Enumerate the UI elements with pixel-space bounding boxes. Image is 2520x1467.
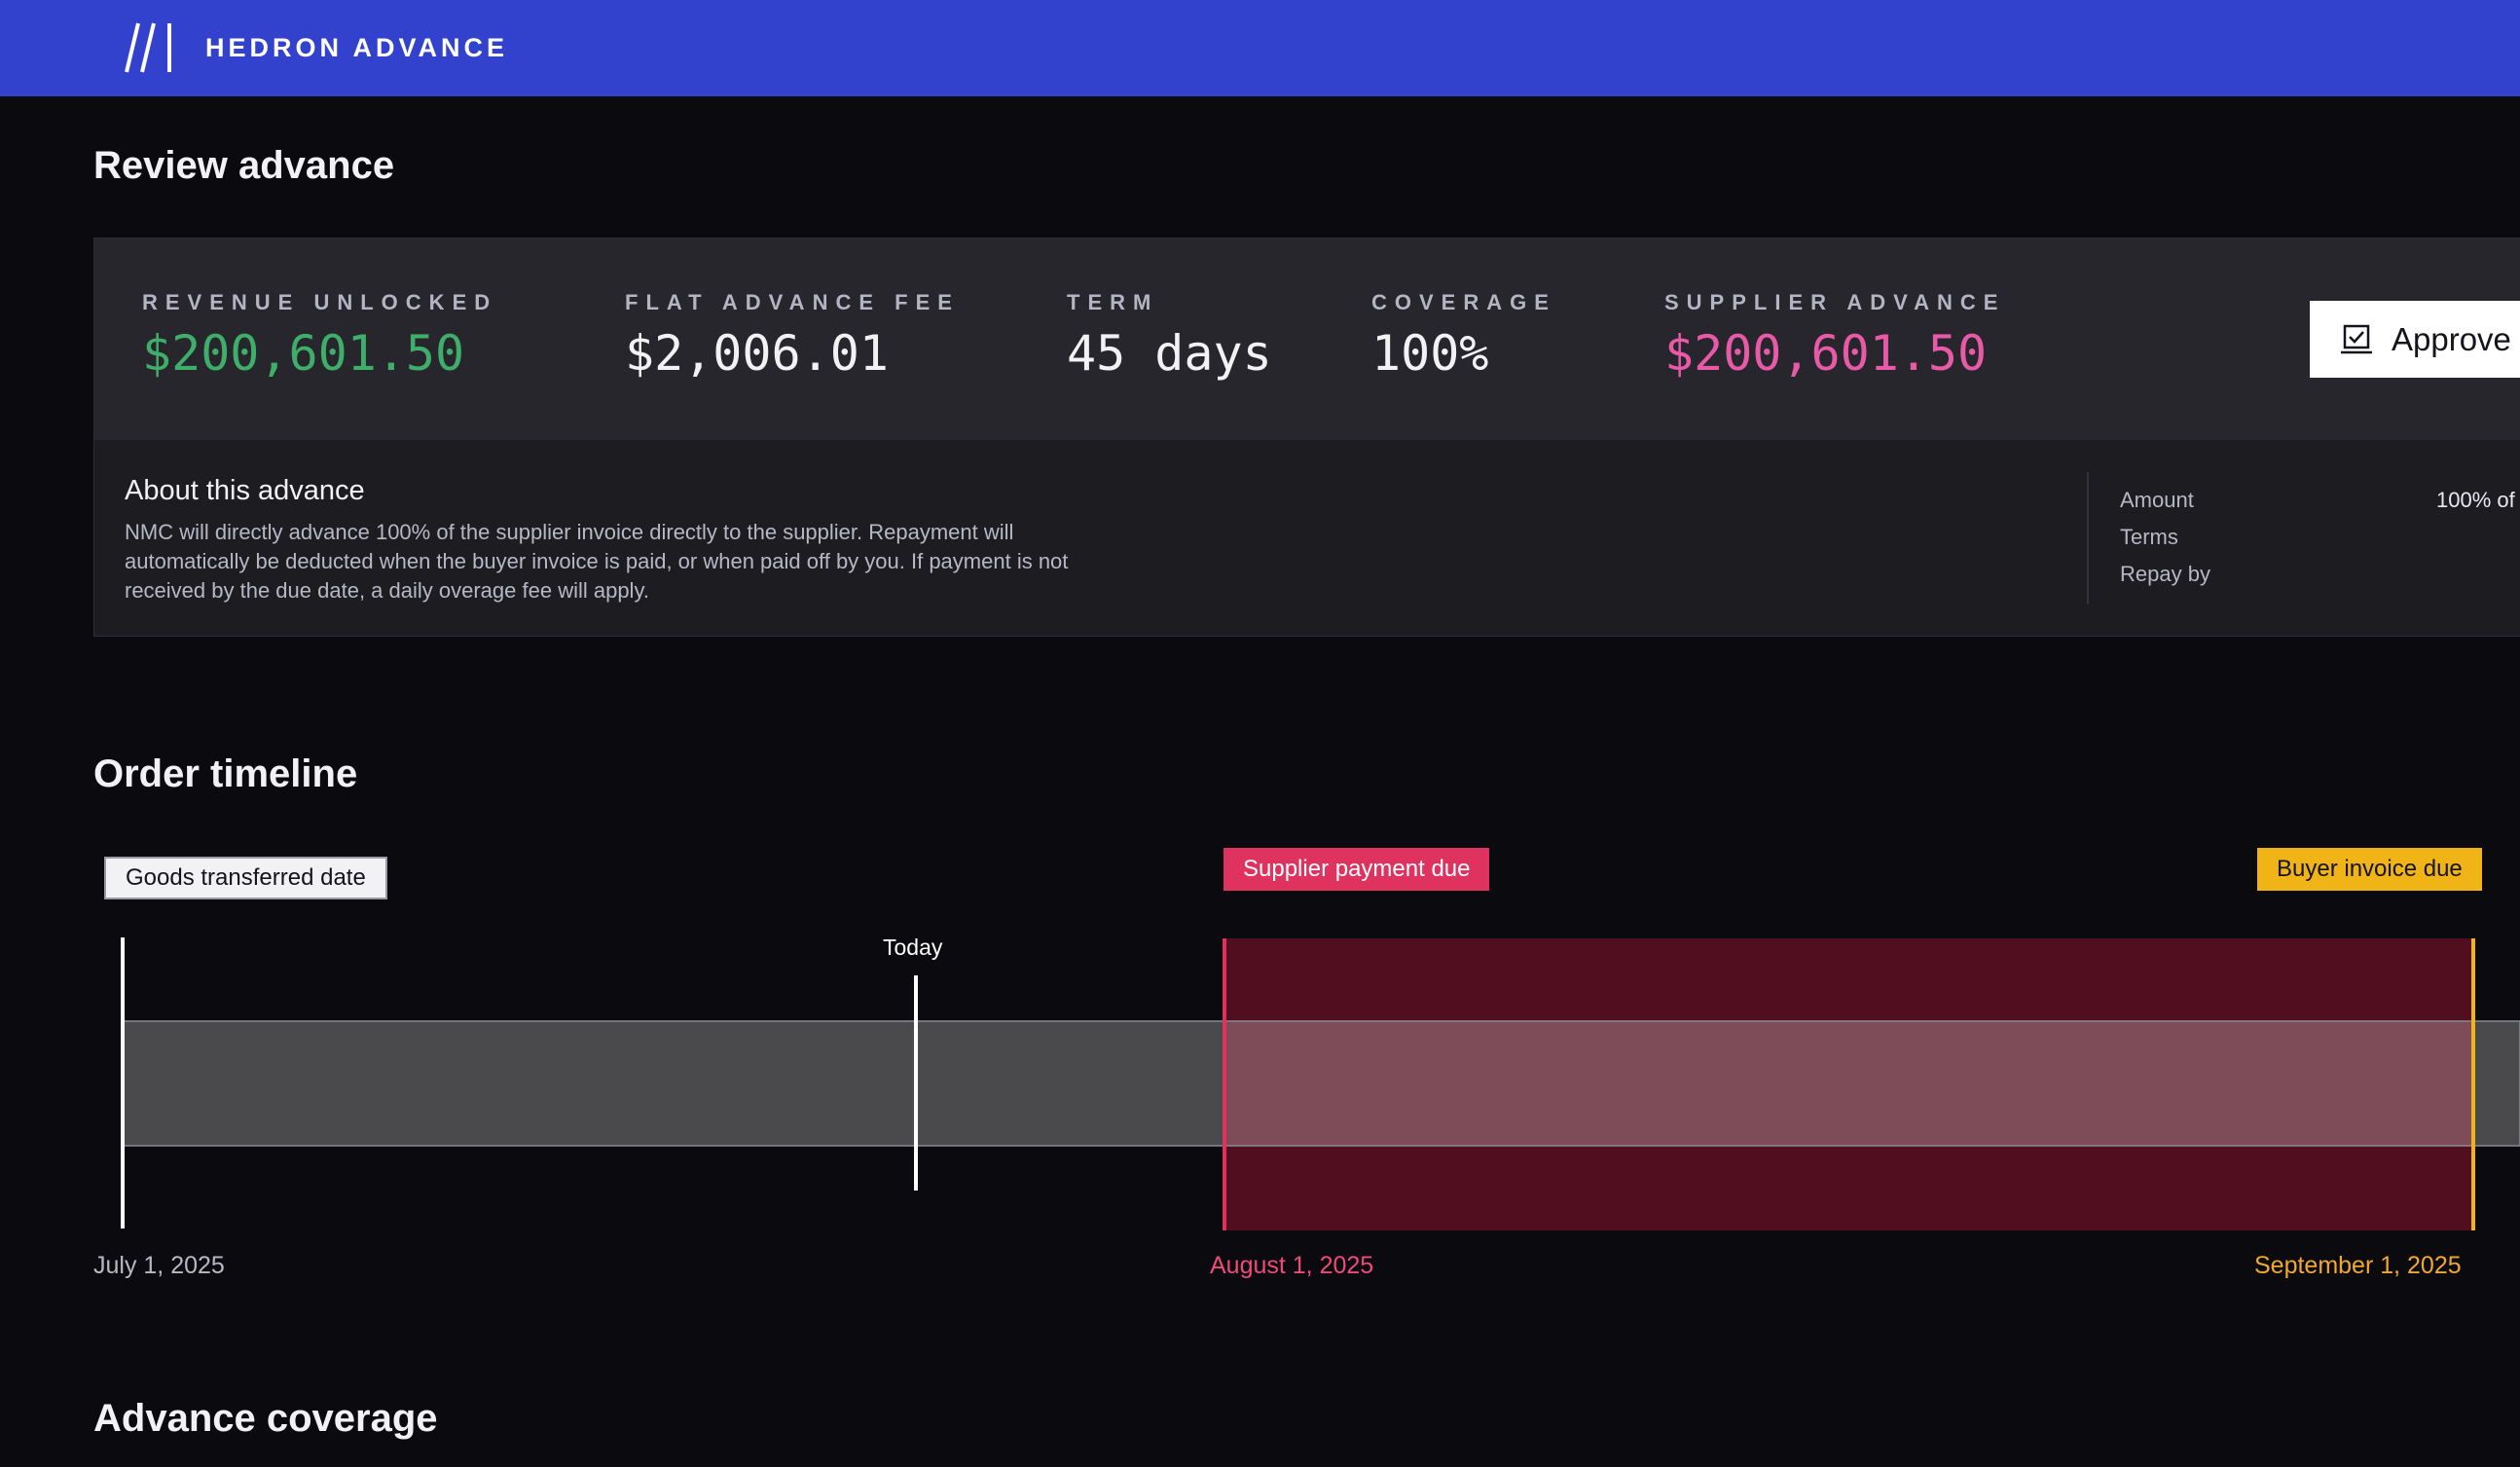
metric-value: $200,601.50 [142, 325, 465, 382]
metric-term: TERM 45 days [1067, 290, 1272, 382]
metric-value: 45 days [1067, 325, 1272, 382]
slashes-logo-icon [125, 22, 171, 73]
metric-supplier-advance: SUPPLIER ADVANCE $200,601.50 [1664, 290, 2005, 382]
brand-name[interactable]: HEDRON ADVANCE [205, 33, 509, 62]
date-buyer-due: September 1, 2025 [2254, 1252, 2462, 1279]
about-title: About this advance [125, 475, 365, 506]
overdue-region [1224, 938, 2475, 1230]
metric-value: $2,006.01 [625, 325, 889, 382]
metric-label: REVENUE UNLOCKED [142, 290, 498, 314]
metric-label: TERM [1067, 290, 1159, 314]
about-divider [2087, 472, 2089, 605]
date-start: July 1, 2025 [93, 1252, 225, 1279]
metric-revenue-unlocked: REVENUE UNLOCKED $200,601.50 [142, 290, 497, 382]
page-title: Review advance [93, 144, 395, 187]
detail-label-amount: Amount [2120, 488, 2194, 512]
supplier-payment-due-tag: Supplier payment due [1223, 848, 1490, 891]
metric-value: 100% [1371, 325, 1489, 382]
detail-label-repay-by: Repay by [2120, 562, 2210, 586]
metric-label: COVERAGE [1371, 290, 1556, 314]
today-label: Today [883, 935, 943, 960]
advance-summary-card [93, 238, 2520, 637]
buyer-invoice-due-tag: Buyer invoice due [2257, 848, 2482, 891]
detail-label-terms: Terms [2120, 525, 2178, 549]
order-timeline-title: Order timeline [93, 752, 358, 795]
metric-flat-advance-fee: FLAT ADVANCE FEE $2,006.01 [625, 290, 960, 382]
metric-label: SUPPLIER ADVANCE [1664, 290, 2006, 314]
about-description: NMC will directly advance 100% of the su… [125, 520, 1069, 603]
summary-metrics-panel [94, 238, 2520, 440]
approve-button[interactable]: Approve [2310, 301, 2520, 378]
goods-transferred-tag: Goods transferred date [104, 857, 387, 899]
advance-coverage-title: Advance coverage [93, 1397, 438, 1440]
approve-button-label: Approve [2392, 320, 2511, 357]
metric-value: $200,601.50 [1664, 325, 1988, 382]
top-navigation-bar: HEDRON ADVANCE [0, 0, 2520, 96]
detail-value-amount: 100% of [2436, 488, 2515, 512]
date-supplier-due: August 1, 2025 [1210, 1252, 1374, 1279]
advance-term-bar [122, 1020, 2520, 1147]
approve-checkbox-icon [2341, 324, 2372, 353]
metric-coverage: COVERAGE 100% [1371, 290, 1556, 382]
metric-label: FLAT ADVANCE FEE [625, 290, 960, 314]
